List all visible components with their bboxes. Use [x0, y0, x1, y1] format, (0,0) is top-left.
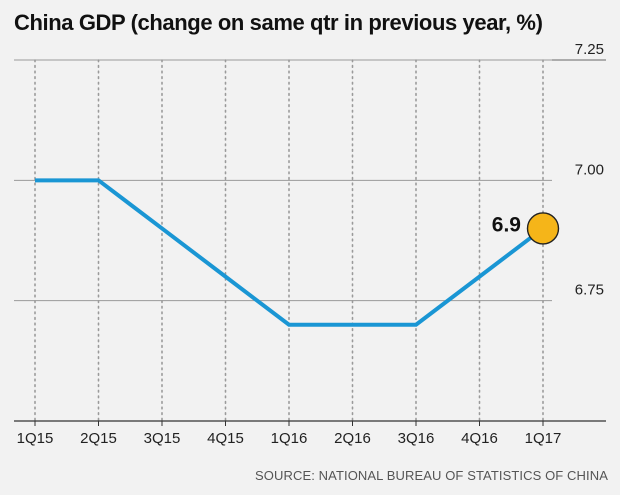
series-line: [35, 178, 545, 327]
x-tick-label: 4Q15: [207, 430, 244, 447]
x-tick-label: 2Q16: [334, 430, 371, 447]
x-tick-label: 1Q15: [17, 430, 54, 447]
data-label: 6.9: [492, 213, 521, 236]
x-tick-label: 1Q16: [271, 430, 308, 447]
x-tick-label: 2Q15: [80, 430, 117, 447]
highlight-marker: [526, 212, 560, 245]
chart-title: China GDP (change on same qtr in previou…: [14, 10, 543, 35]
y-tick-label: 6.75: [575, 282, 604, 299]
y-tick-label: 7.25: [575, 41, 604, 58]
x-tick-labels: 1Q15 2Q15 3Q15 4Q15 1Q16 2Q16 3Q16 4Q16 1Q17: [17, 421, 562, 447]
x-tick-label: 3Q15: [144, 430, 181, 447]
source-note: SOURCE: NATIONAL BUREAU OF STATISTICS OF…: [255, 468, 608, 483]
x-tick-label: 3Q16: [398, 430, 435, 447]
series-layer: [35, 178, 545, 327]
grid-lines: [14, 59, 606, 422]
x-tick-label: 1Q17: [525, 430, 562, 447]
y-tick-labels: 6.75 7.00 7.25: [575, 41, 604, 299]
annotation-layer: 6.9: [492, 212, 560, 245]
y-tick-label: 7.00: [575, 161, 604, 178]
x-tick-label: 4Q16: [461, 430, 498, 447]
